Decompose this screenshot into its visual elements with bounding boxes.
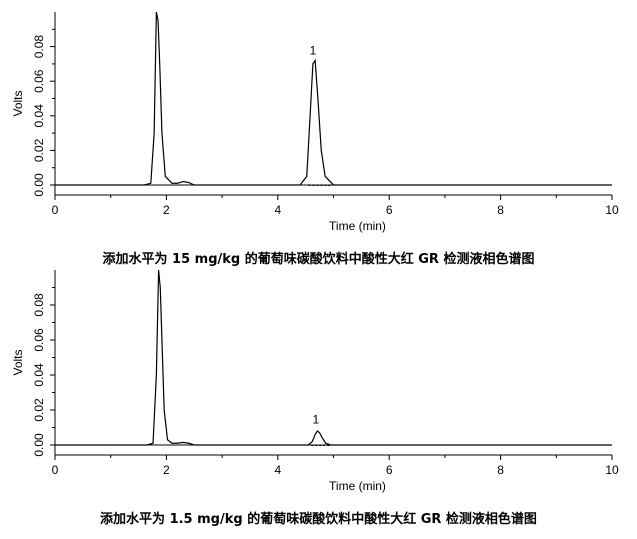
x-tick-label: 0 [52,463,59,477]
y-tick-label: 0.06 [32,328,46,352]
chart-2-caption: 添加水平为 1.5 mg/kg 的葡萄味碳酸饮料中酸性大红 GR 检测液相色谱图 [100,512,537,527]
chart-1: 0 2 4 6 8 10 0.00 0.02 0.04 0.06 0.08 Time (min) Vol… [11,11,619,233]
x-tick-label: 10 [605,203,619,217]
y-tick-label: 0.00 [32,173,46,197]
x-axis-label: Time (min) [329,479,386,493]
x-tick-label: 6 [386,463,393,477]
x-tick-label: 4 [274,463,281,477]
x-tick-label: 2 [163,463,170,477]
chromatogram-trace [55,269,612,446]
y-tick-label: 0.02 [32,138,46,162]
x-tick-label: 8 [497,463,504,477]
peak-label: 1 [312,412,319,426]
y-tick-label: 0.08 [32,35,46,59]
chart-1-caption: 添加水平为 15 mg/kg 的葡萄味碳酸饮料中酸性大红 GR 检测液相色谱图 [102,252,535,267]
chromatogram-trace [55,11,612,186]
y-tick-label: 0.02 [32,398,46,422]
y-axis-label: Volts [11,349,25,375]
x-axis-label: Time (min) [329,219,386,233]
y-tick-label: 0.08 [32,293,46,317]
x-tick-label: 2 [163,203,170,217]
y-tick-label: 0.00 [32,433,46,457]
y-tick-label: 0.06 [32,69,46,93]
x-tick-label: 10 [605,463,619,477]
y-tick-label: 0.04 [32,104,46,128]
x-tick-label: 0 [52,203,59,217]
x-tick-label: 6 [386,203,393,217]
x-tick-label: 8 [497,203,504,217]
peak-label: 1 [310,43,317,57]
y-axis-label: Volts [11,90,25,116]
y-tick-label: 0.04 [32,363,46,387]
chart-2: 0 2 4 6 8 10 0.00 0.02 0.04 0.06 0.08 Time (min) Vol… [11,269,619,493]
x-tick-label: 4 [274,203,281,217]
